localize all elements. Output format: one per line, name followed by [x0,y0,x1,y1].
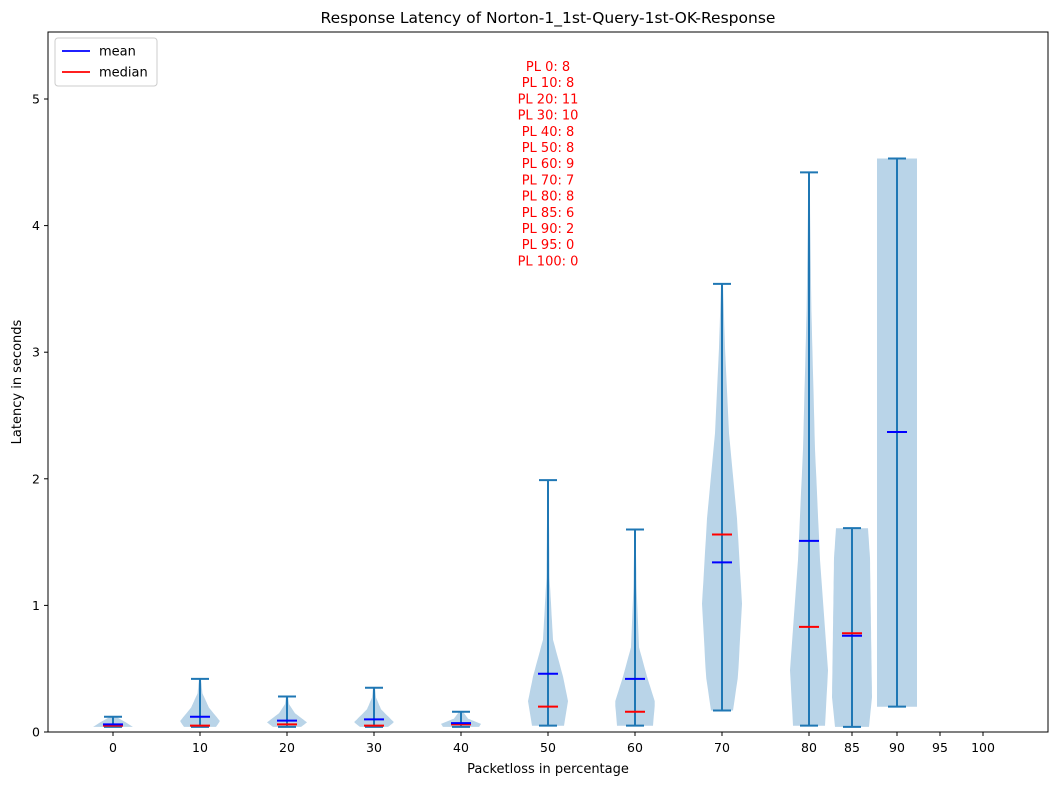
annotation-line: PL 70: 7 [522,173,575,188]
x-tick-label: 85 [844,740,860,755]
x-tick-label: 10 [192,740,208,755]
x-tick-label: 70 [714,740,730,755]
annotation-line: PL 100: 0 [518,254,579,269]
y-axis-label: Latency in seconds [10,319,25,444]
x-tick-label: 20 [279,740,295,755]
y-tick-label: 5 [32,92,40,107]
x-tick-label: 40 [453,740,469,755]
x-tick-label: 30 [366,740,382,755]
annotation-line: PL 10: 8 [522,76,575,91]
x-tick-label: 50 [540,740,556,755]
annotation-line: PL 85: 6 [522,206,575,221]
x-axis-label: Packetloss in percentage [467,762,629,777]
plot-frame [47,31,1049,733]
annotation-line: PL 80: 8 [522,190,575,205]
annotation-line: PL 0: 8 [526,60,570,75]
x-tick-label: 95 [932,740,948,755]
x-tick-label: 60 [627,740,643,755]
x-tick-label: 0 [109,740,117,755]
y-tick-label: 0 [32,725,40,740]
axes-layer: 0 10 20 30 40 50 60 70 80 85 90 95 100 0 1 2 3 4 5 [32,92,995,756]
x-tick-label: 100 [971,740,995,755]
x-tick-label: 80 [801,740,817,755]
violin-layer [93,157,917,728]
legend-median-label: median [99,66,148,81]
y-tick-label: 4 [32,218,40,233]
annotation-line: PL 40: 8 [522,125,575,140]
y-tick-label: 1 [32,598,40,613]
x-tick-label: 90 [889,740,905,755]
annotation-line: PL 60: 9 [522,157,575,172]
annotation-line: PL 50: 8 [522,141,575,156]
annotation-line: PL 95: 0 [522,238,575,253]
legend-mean-label: mean [99,45,136,60]
legend: mean median [54,37,158,87]
annotation-line: PL 20: 11 [518,92,579,107]
y-tick-label: 2 [32,471,40,486]
annotation-line: PL 30: 10 [518,109,579,124]
legend-box [54,37,158,87]
chart-title: Response Latency of Norton-1_1st-Query-1… [321,9,776,28]
y-tick-label: 3 [32,345,40,360]
annotation-line: PL 90: 2 [522,222,575,237]
